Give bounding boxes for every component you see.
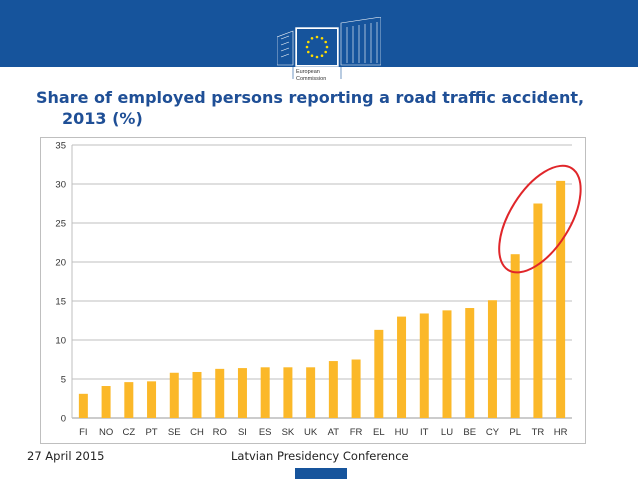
x-tick-label: IT <box>420 427 429 438</box>
bar-pt <box>147 381 157 418</box>
bar-lu <box>442 310 452 418</box>
x-tick-label: HR <box>554 427 568 438</box>
bar-ch <box>192 371 202 418</box>
x-tick-label: NO <box>99 427 113 438</box>
y-tick-label: 35 <box>55 141 66 152</box>
x-tick-label: RO <box>213 427 227 438</box>
x-tick-label: PT <box>145 427 157 438</box>
bar-hr <box>556 180 566 418</box>
x-tick-label: CZ <box>122 427 135 438</box>
title-line1: Share of employed persons reporting a ro… <box>36 88 585 107</box>
x-tick-label: UK <box>304 427 318 438</box>
y-tick-label: 10 <box>55 336 66 347</box>
logo-caption: European Commission <box>296 69 326 83</box>
annotations <box>498 164 582 274</box>
x-tick-label: SK <box>282 427 295 438</box>
bar-at <box>328 361 338 418</box>
bar-fr <box>351 359 361 418</box>
bar-be <box>465 308 475 418</box>
y-tick-label: 20 <box>55 258 66 269</box>
bar-sk <box>283 367 293 418</box>
footer-conference: Latvian Presidency Conference <box>231 449 409 463</box>
logo-line2: Commission <box>296 76 327 82</box>
bar-el <box>374 329 384 418</box>
grid-lines <box>71 144 572 419</box>
x-tick-label: AT <box>328 427 340 438</box>
logo-line1: European <box>296 69 320 75</box>
bar-ro <box>215 368 225 418</box>
bars <box>78 180 566 418</box>
x-tick-label: SE <box>168 427 181 438</box>
bar-no <box>101 386 111 418</box>
chart-frame <box>40 137 586 444</box>
highlight-ellipse <box>498 164 582 274</box>
bar-cy <box>487 300 497 418</box>
x-tick-label: FR <box>350 427 363 438</box>
bar-hu <box>397 316 407 418</box>
bar-tr <box>533 203 543 418</box>
x-tick-label: BE <box>463 427 476 438</box>
footer-date: 27 April 2015 <box>27 449 105 463</box>
x-tick-label: CY <box>486 427 500 438</box>
y-tick-label: 30 <box>55 180 66 191</box>
footer-band <box>295 468 347 479</box>
bar-cz <box>124 382 134 418</box>
building-logo-icon <box>277 17 381 68</box>
y-tick-label: 0 <box>61 414 66 425</box>
slide-title: Share of employed persons reporting a ro… <box>36 87 606 129</box>
x-tick-label: ES <box>259 427 272 438</box>
eu-stars-icon <box>305 35 329 59</box>
x-tick-label: FI <box>79 427 87 438</box>
x-tick-label: HU <box>395 427 409 438</box>
x-tick-label: PL <box>509 427 521 438</box>
bar-si <box>237 368 247 418</box>
bar-uk <box>306 367 316 418</box>
y-tick-label: 5 <box>61 375 66 386</box>
y-axis-ticks: 0 5 10 15 20 25 30 35 <box>55 141 66 425</box>
x-tick-label: CH <box>190 427 204 438</box>
x-tick-label: LU <box>441 427 453 438</box>
european-commission-logo <box>277 17 381 97</box>
x-tick-label: EL <box>373 427 385 438</box>
bar-es <box>260 367 270 418</box>
y-tick-label: 15 <box>55 297 66 308</box>
x-tick-label: SI <box>238 427 247 438</box>
bar-it <box>419 313 429 418</box>
bar-pl <box>510 254 520 418</box>
title-line2: 2013 (%) <box>62 109 143 128</box>
bar-se <box>169 372 179 418</box>
x-tick-label: TR <box>532 427 545 438</box>
x-axis-ticks: FI NO CZ PT SE CH RO SI ES SK UK AT FR EL HU IT LU BE CY PL… <box>79 427 567 438</box>
bar-fi <box>78 393 88 418</box>
y-tick-label: 25 <box>55 219 66 230</box>
